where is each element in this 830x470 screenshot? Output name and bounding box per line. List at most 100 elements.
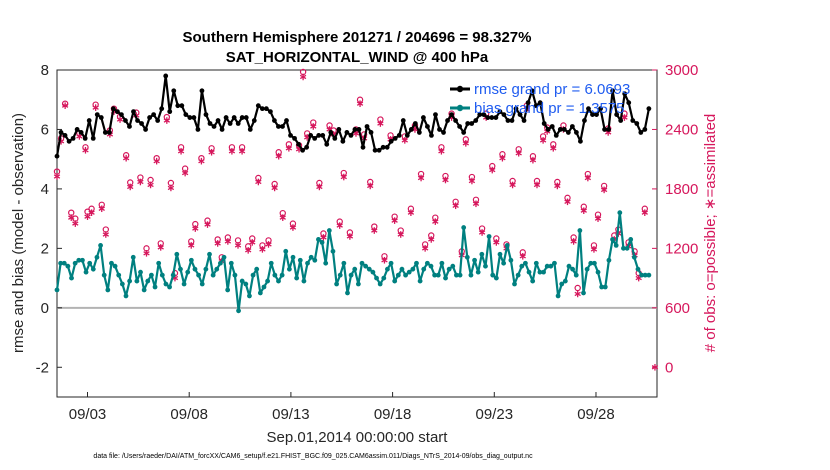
rmse-point	[364, 124, 370, 129]
obs-assimilated-point	[442, 176, 449, 184]
bias-point	[610, 237, 615, 242]
rmse-point	[372, 147, 378, 153]
y-tick-label-left: 2	[41, 240, 49, 257]
rmse-point	[533, 103, 539, 109]
bias-point	[559, 281, 565, 287]
bias-point	[428, 263, 434, 269]
obs-assimilated-point	[533, 181, 541, 189]
bias-point	[472, 257, 477, 263]
rmse-point	[292, 135, 297, 141]
obs-assimilated-point	[84, 213, 91, 220]
rmse-point	[344, 130, 350, 135]
obs-assimilated-point	[489, 166, 496, 174]
rmse-point	[352, 127, 358, 132]
obs-assimilated-point	[421, 245, 429, 252]
bias-point	[265, 278, 271, 284]
bias-point	[421, 266, 427, 272]
rmse-point	[561, 127, 567, 132]
rmse-point	[501, 112, 507, 117]
bias-point	[308, 254, 314, 260]
rmse-point	[638, 130, 644, 135]
obs-assimilated-point	[224, 238, 232, 245]
obs-assimilated-point	[192, 225, 199, 232]
obs-assimilated-point	[88, 209, 95, 216]
bias-point	[334, 281, 339, 287]
rmse-point	[445, 118, 450, 123]
chart-title: Southern Hemisphere 201271 / 204696 = 98…	[183, 29, 532, 46]
rmse-point	[332, 135, 338, 141]
bias-point	[167, 284, 172, 290]
rmse-point	[453, 118, 459, 123]
obs-assimilated-point	[255, 178, 262, 186]
bias-point	[617, 210, 623, 216]
bias-point	[217, 260, 223, 266]
obs-assimilated-point	[61, 102, 69, 109]
rmse-point	[203, 112, 209, 117]
bias-point	[130, 254, 136, 260]
bias-point	[417, 278, 423, 284]
obs-assimilated-point	[432, 218, 439, 225]
x-tick-label: 09/03	[69, 406, 107, 423]
y-tick-label-left: 8	[41, 62, 49, 79]
obs-assimilated-point	[417, 174, 425, 182]
obs-assimilated-point	[228, 147, 236, 155]
rmse-point	[606, 127, 612, 132]
obs-assimilated-point	[116, 116, 124, 123]
y-tick-label-right: 1800	[665, 181, 698, 198]
rmse-point	[509, 118, 515, 123]
rmse-point	[296, 141, 301, 147]
rmse-point	[235, 121, 241, 126]
obs-assimilated-point	[381, 256, 388, 264]
rmse-point	[263, 106, 269, 112]
rmse-point	[135, 118, 140, 123]
bias-point	[319, 240, 325, 245]
bias-point	[145, 278, 151, 284]
rmse-point	[219, 127, 225, 132]
rmse-point	[62, 133, 68, 138]
rmse-point	[78, 130, 84, 135]
rmse-point	[280, 124, 285, 129]
rmse-point	[231, 115, 237, 120]
rmse-point	[586, 106, 591, 112]
bias-point	[72, 260, 78, 266]
legend: rmse grand pr = 6.0693 bias grand pr = 1…	[450, 81, 630, 117]
bias-point	[109, 260, 114, 266]
rmse-point	[195, 127, 201, 132]
bias-point	[486, 234, 492, 239]
rmse-point	[425, 124, 430, 129]
bias-point	[424, 260, 430, 266]
bias-point	[631, 254, 637, 260]
bias-point	[377, 281, 383, 287]
bias-point	[123, 293, 129, 299]
bias-point	[519, 263, 525, 269]
bias-point	[395, 272, 401, 278]
obs-assimilated-point	[188, 242, 195, 249]
bias-point	[323, 260, 329, 266]
rmse-point	[521, 118, 527, 123]
rmse-point	[215, 118, 221, 123]
obs-assimilated-point	[621, 114, 628, 121]
rmse-point	[207, 121, 213, 126]
bias-point	[330, 248, 336, 254]
bias-point	[381, 275, 387, 281]
rmse-point	[143, 127, 148, 132]
obs-assimilated-point	[554, 182, 561, 190]
rmse-point	[320, 133, 326, 138]
bias-point	[548, 263, 554, 269]
rmse-point	[400, 118, 406, 123]
obs-assimilated-point	[102, 231, 109, 238]
x-tick-label: 09/08	[170, 406, 208, 423]
obs-assimilated-point	[509, 181, 516, 189]
rmse-point	[545, 127, 551, 132]
bias-point	[595, 269, 601, 275]
rmse-point	[594, 112, 599, 117]
bias-point	[301, 278, 307, 284]
rmse-point	[251, 118, 257, 123]
obs-assimilated-point	[198, 157, 205, 165]
obs-assimilated-point	[584, 174, 592, 182]
bias-point	[305, 260, 310, 266]
bias-point	[279, 272, 285, 278]
obs-assimilated-point	[478, 229, 486, 236]
rmse-point	[437, 127, 442, 132]
bias-point	[134, 278, 140, 284]
